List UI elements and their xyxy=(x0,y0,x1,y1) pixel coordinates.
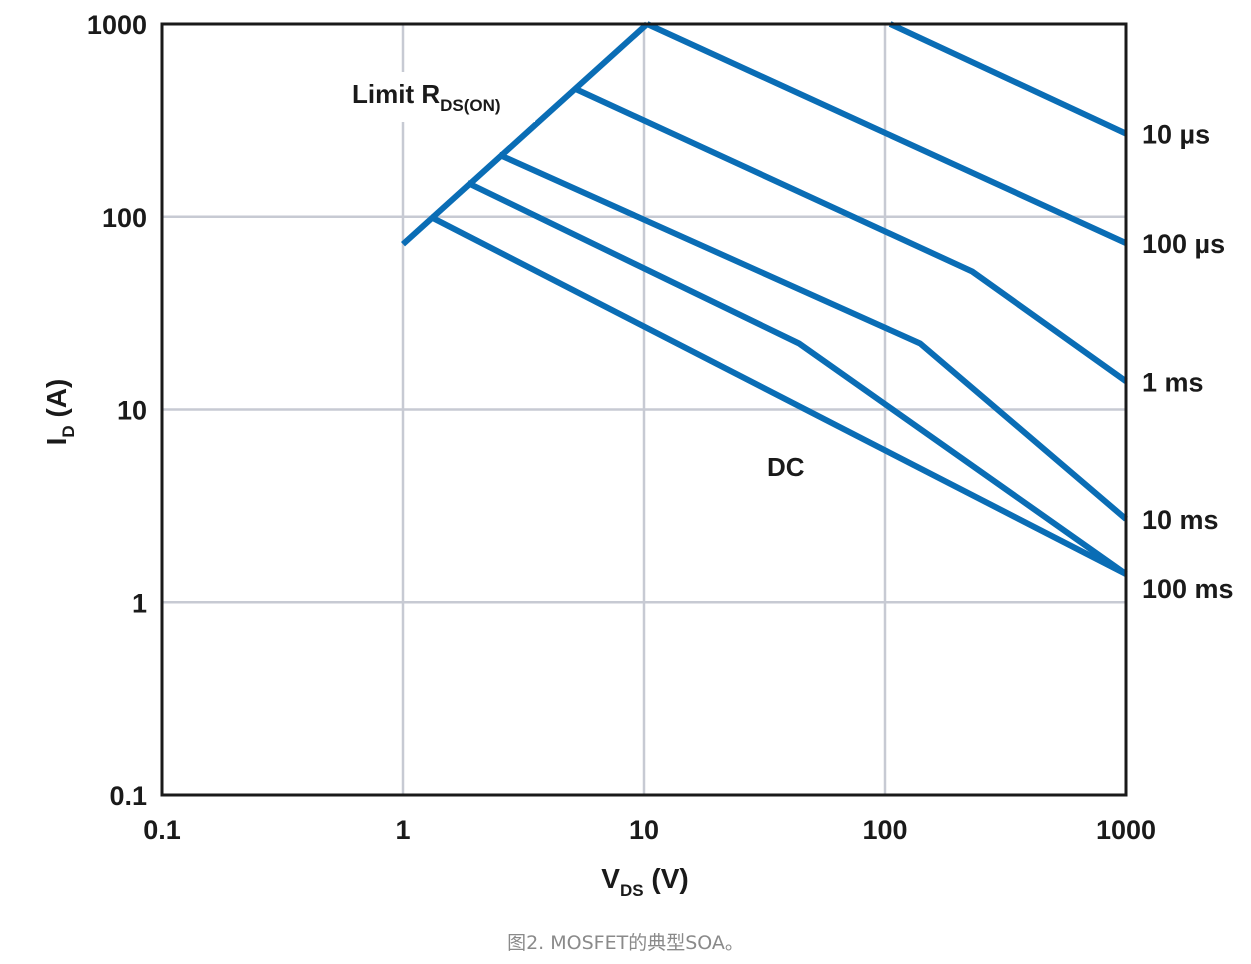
grid-layer xyxy=(162,24,1126,795)
series-line-10-us xyxy=(888,21,1128,137)
y-tick-label: 10 xyxy=(117,396,147,426)
x-axis-title-main: V xyxy=(601,863,620,894)
series-layer xyxy=(400,21,1128,577)
series-line-10-ms xyxy=(497,151,1128,522)
y-tick-label: 1 xyxy=(132,588,147,618)
y-axis-title-main: I xyxy=(41,438,72,446)
x-tick-label: 100 xyxy=(862,815,907,845)
y-axis-title: ID (A) xyxy=(41,379,78,446)
limit-label-bg xyxy=(345,72,535,122)
x-tick-label: 1000 xyxy=(1096,815,1156,845)
x-tick-label: 10 xyxy=(629,815,659,845)
y-axis-title-unit: (A) xyxy=(41,379,72,426)
series-label-100-us: 100 µs xyxy=(1142,229,1225,259)
series-line-1-ms xyxy=(574,86,1128,384)
series-label-10-us: 10 µs xyxy=(1142,120,1210,150)
tick-layer: 0.1 1 10 100 1000 0.1 1 10 100 1000 xyxy=(87,10,1156,845)
y-tick-label: 100 xyxy=(102,203,147,233)
x-tick-label: 0.1 xyxy=(143,815,181,845)
y-tick-label: 1000 xyxy=(87,10,147,40)
label-layer: 10 µs 100 µs 1 ms 10 ms 100 ms xyxy=(1142,120,1234,604)
y-tick-label: 0.1 xyxy=(109,781,147,811)
plot-frame xyxy=(160,22,1128,797)
figure-caption: 图2. MOSFET的典型SOA。 xyxy=(507,932,744,954)
y-axis-title-sub: D xyxy=(59,425,78,437)
x-axis-title: VDS (V) xyxy=(601,863,688,900)
limit-label-main: Limit R xyxy=(352,79,440,109)
limit-label-sub: DS(ON) xyxy=(440,96,500,115)
x-tick-label: 1 xyxy=(395,815,410,845)
limit-rdson-annotation: Limit RDS(ON) xyxy=(352,79,501,115)
dc-annotation: DC xyxy=(767,452,805,482)
series-line-limit-rds-on xyxy=(400,21,650,247)
series-label-10-ms: 10 ms xyxy=(1142,505,1219,535)
series-line-100-ms xyxy=(466,180,1128,577)
series-label-100-ms: 100 ms xyxy=(1142,574,1234,604)
series-line-100-us xyxy=(645,21,1128,246)
x-axis-title-sub: DS xyxy=(620,881,644,900)
series-label-1-ms: 1 ms xyxy=(1142,367,1204,397)
x-axis-title-unit: (V) xyxy=(644,863,689,894)
series-line-dc xyxy=(429,214,1128,577)
